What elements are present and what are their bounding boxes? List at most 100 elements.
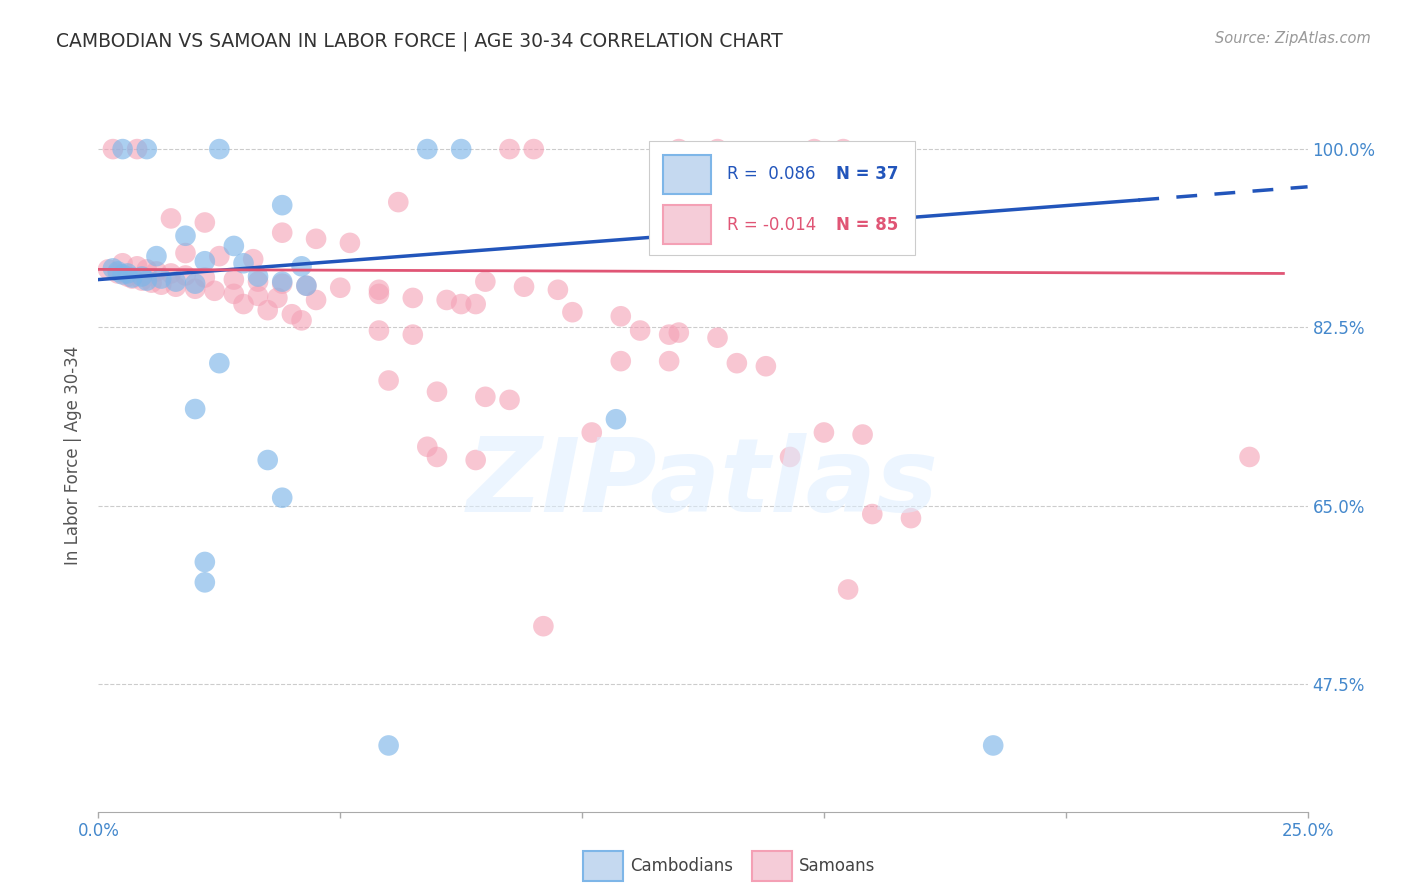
Point: [290, 313, 312, 327]
Point: [368, 833, 391, 847]
Point: [281, 307, 304, 321]
Text: Source: ZipAtlas.com: Source: ZipAtlas.com: [1215, 31, 1371, 46]
Point: [117, 269, 139, 284]
Point: [222, 286, 245, 301]
Point: [194, 575, 217, 590]
Bar: [664, 155, 711, 194]
Text: R =  0.086: R = 0.086: [727, 166, 815, 184]
Point: [107, 264, 129, 278]
Point: [194, 215, 217, 229]
Point: [107, 267, 129, 281]
Point: [605, 412, 627, 426]
Point: [339, 235, 361, 250]
Point: [131, 269, 153, 284]
Point: [242, 252, 264, 267]
Point: [256, 303, 278, 318]
Point: [450, 297, 472, 311]
Point: [426, 384, 449, 399]
Point: [184, 282, 207, 296]
Text: R = -0.014: R = -0.014: [727, 216, 817, 234]
Point: [450, 142, 472, 156]
Point: [513, 279, 536, 293]
Point: [256, 453, 278, 467]
Text: N = 85: N = 85: [837, 216, 898, 234]
Point: [803, 142, 825, 156]
Point: [706, 142, 728, 156]
Point: [628, 324, 651, 338]
Point: [97, 262, 120, 277]
Point: [295, 278, 318, 293]
Point: [194, 270, 217, 285]
Text: Cambodians: Cambodians: [630, 857, 733, 875]
Point: [305, 293, 328, 307]
Bar: [664, 205, 711, 244]
Point: [290, 260, 312, 274]
Point: [271, 226, 294, 240]
Point: [416, 440, 439, 454]
Point: [247, 269, 270, 284]
Point: [174, 268, 197, 283]
Point: [474, 275, 496, 289]
Point: [610, 310, 633, 324]
Point: [127, 142, 149, 156]
Point: [368, 283, 391, 297]
Point: [402, 327, 425, 342]
Point: [135, 262, 157, 277]
Point: [184, 277, 207, 291]
Point: [416, 142, 439, 156]
Point: [111, 256, 134, 270]
Point: [464, 297, 486, 311]
Text: N = 37: N = 37: [837, 166, 898, 184]
Point: [271, 277, 294, 291]
Point: [174, 246, 197, 260]
Point: [474, 390, 496, 404]
Point: [194, 254, 217, 268]
Point: [498, 392, 520, 407]
Point: [135, 274, 157, 288]
Point: [436, 293, 458, 307]
Point: [101, 142, 124, 156]
Point: [387, 195, 409, 210]
Point: [271, 198, 294, 212]
Point: [194, 555, 217, 569]
Point: [271, 275, 294, 289]
Point: [145, 249, 167, 263]
Point: [368, 324, 391, 338]
Point: [725, 356, 748, 370]
Point: [145, 264, 167, 278]
Point: [668, 326, 690, 340]
Point: [222, 239, 245, 253]
Point: [160, 211, 183, 226]
Point: [204, 284, 226, 298]
Point: [295, 278, 318, 293]
Point: [860, 507, 883, 521]
Point: [165, 279, 187, 293]
Point: [668, 142, 690, 156]
Point: [610, 354, 633, 368]
Point: [174, 228, 197, 243]
Point: [232, 256, 254, 270]
Point: [368, 286, 391, 301]
Point: [208, 142, 231, 156]
Point: [426, 450, 449, 464]
Point: [266, 291, 288, 305]
Point: [706, 331, 728, 345]
Point: [222, 272, 245, 286]
Point: [498, 142, 520, 156]
Point: [131, 274, 153, 288]
Point: [117, 267, 139, 281]
Point: [547, 283, 569, 297]
Point: [150, 271, 173, 285]
Point: [779, 450, 801, 464]
Point: [523, 142, 546, 156]
FancyBboxPatch shape: [648, 141, 915, 255]
Point: [900, 511, 922, 525]
Point: [160, 267, 183, 281]
Point: [111, 142, 134, 156]
Point: [127, 260, 149, 274]
Point: [832, 142, 855, 156]
Point: [208, 356, 231, 370]
Point: [184, 402, 207, 417]
Point: [232, 297, 254, 311]
Point: [531, 619, 554, 633]
